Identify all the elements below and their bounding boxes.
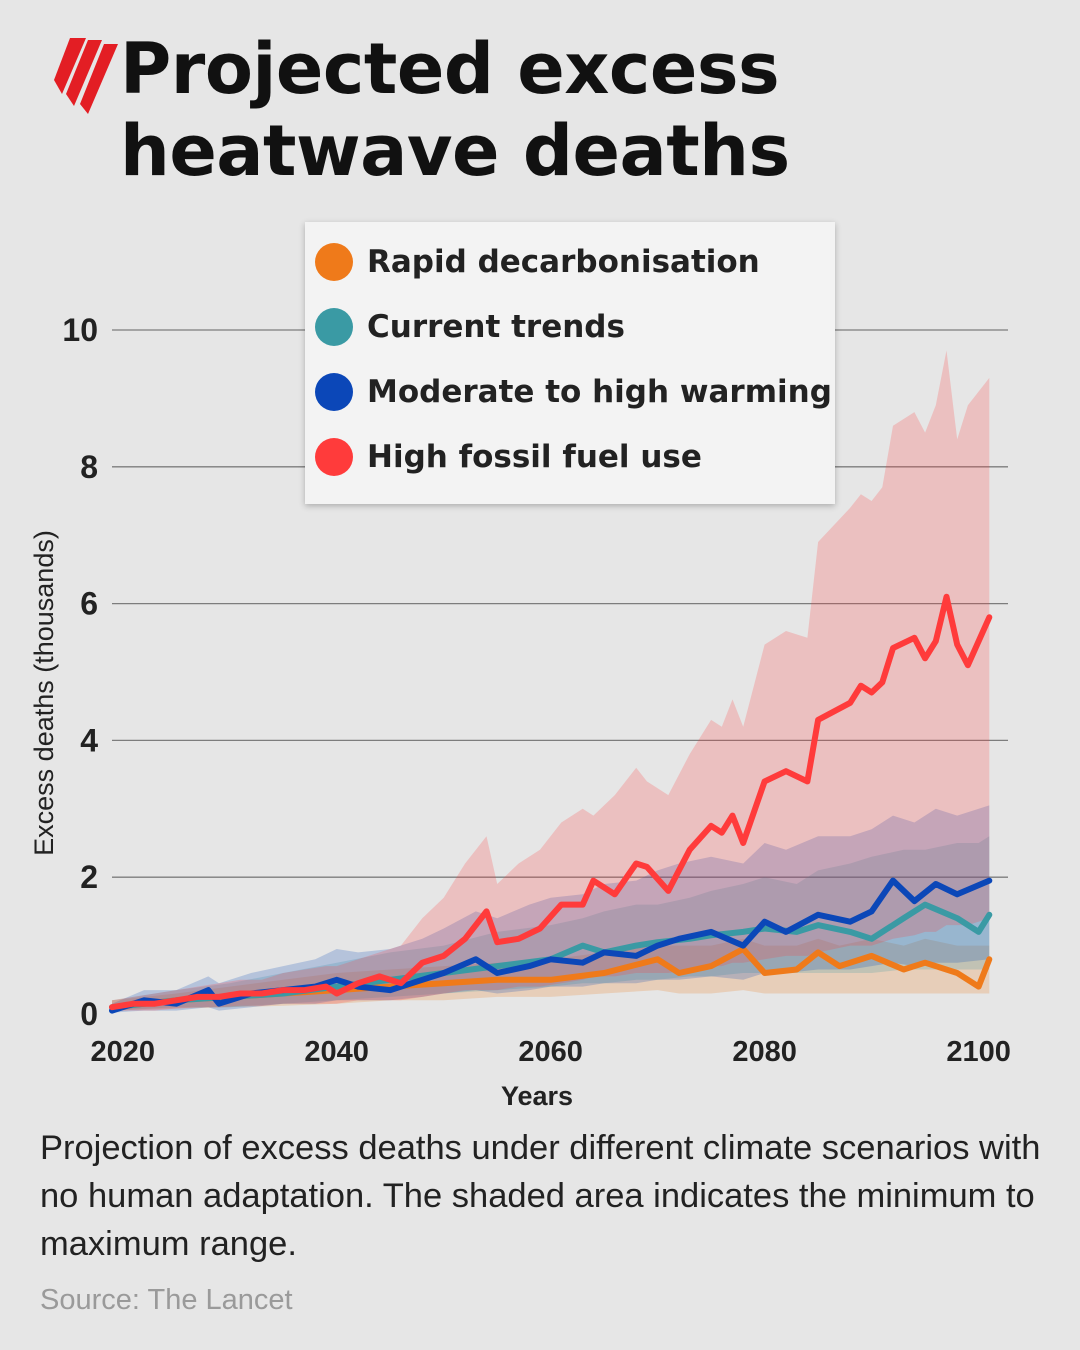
range-band xyxy=(112,350,990,1011)
y-tick-label: 8 xyxy=(80,449,98,485)
y-tick-label: 6 xyxy=(80,586,98,622)
y-tick-label: 4 xyxy=(80,722,98,758)
legend-swatch xyxy=(315,438,353,476)
x-tick-labels: 2020 2040 2060 2080 2100 xyxy=(90,1036,1010,1068)
y-tick-label: 0 xyxy=(80,996,98,1032)
legend-item: Rapid decarbonisation xyxy=(315,237,760,287)
legend-label: Current trends xyxy=(367,309,625,345)
legend-swatch xyxy=(315,308,353,346)
y-axis-label: Excess deaths (thousands) xyxy=(29,530,59,856)
legend-swatch xyxy=(315,373,353,411)
y-tick-labels: 0 2 4 6 8 10 xyxy=(62,312,98,1032)
chart-caption: Projection of excess deaths under differ… xyxy=(40,1129,1041,1263)
x-axis-label: Years xyxy=(501,1081,573,1111)
x-tick-label: 2080 xyxy=(732,1036,797,1068)
page-title: Projected excess heatwave deaths xyxy=(120,28,790,192)
legend-label: Rapid decarbonisation xyxy=(367,244,760,280)
legend-label: High fossil fuel use xyxy=(367,439,702,475)
chart: 0 2 4 6 8 10 2020 2040 2060 2080 2100 Excess deat… xyxy=(29,312,1011,1111)
legend-swatch xyxy=(315,243,353,281)
chart-legend: Rapid decarbonisation Current trends Mod… xyxy=(305,222,835,504)
source-note: Source: The Lancet xyxy=(40,1284,293,1316)
sbs-logo-icon xyxy=(54,38,118,114)
range-band xyxy=(112,805,990,1013)
legend-item: Moderate to high warming xyxy=(315,367,832,417)
x-tick-label: 2060 xyxy=(518,1036,583,1068)
x-tick-label: 2040 xyxy=(304,1036,369,1068)
series-lines xyxy=(109,593,993,1014)
legend-item: Current trends xyxy=(315,302,625,352)
x-tick-label: 2020 xyxy=(90,1036,155,1068)
range-band xyxy=(112,836,990,1011)
legend-item: High fossil fuel use xyxy=(315,432,702,482)
x-tick-label: 2100 xyxy=(946,1036,1011,1068)
legend-label: Moderate to high warming xyxy=(367,374,832,410)
series-line xyxy=(109,593,993,1011)
y-tick-label: 2 xyxy=(80,859,98,895)
y-tick-label: 10 xyxy=(62,312,98,348)
